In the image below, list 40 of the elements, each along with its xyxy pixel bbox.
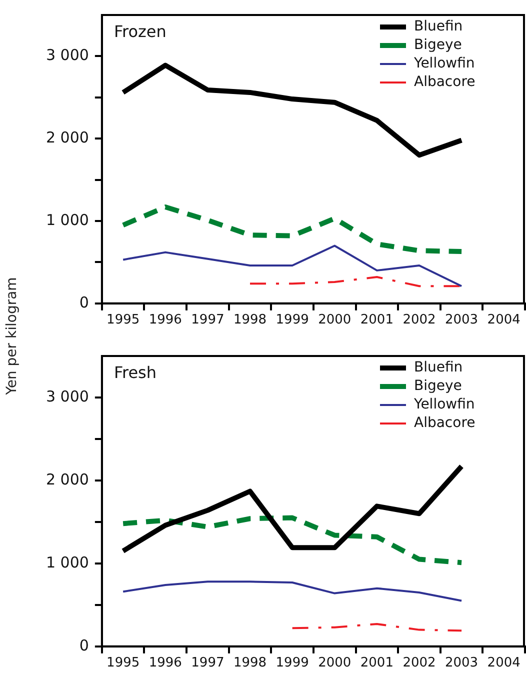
legend-label: Yellowfin — [413, 396, 475, 413]
x-tick-label: 1996 — [148, 312, 182, 328]
x-tick-label: 2002 — [402, 656, 436, 671]
x-tick-label: 1998 — [233, 312, 267, 328]
line-series — [291, 622, 463, 632]
legend-label: Bigeye — [414, 37, 462, 54]
x-tick-label: 2003 — [444, 656, 478, 671]
y-tick-label: 0 — [79, 293, 89, 312]
y-tick-label: 1 000 — [46, 210, 89, 229]
y-tick-label: 3 000 — [46, 46, 89, 64]
x-tick-label: 1999 — [276, 312, 309, 328]
legend-label: Albacore — [414, 415, 476, 432]
text: Fresh — [114, 363, 157, 382]
y-tick-label: 0 — [79, 636, 89, 654]
legend-label: Yellowfin — [413, 56, 475, 72]
x-tick-label: 1996 — [148, 656, 182, 671]
x-tick-label: 1995 — [106, 656, 140, 671]
x-tick-label: 2000 — [318, 656, 352, 671]
x-tick-label: 2000 — [318, 312, 352, 328]
x-tick-label: 1995 — [106, 312, 140, 328]
text: Frozen — [114, 22, 166, 42]
y-tick-label: 2 000 — [46, 470, 89, 488]
x-tick-label: 2001 — [360, 312, 394, 328]
legend-label: Bluefin — [414, 18, 463, 35]
x-tick-label: 2001 — [360, 656, 394, 671]
y-tick-label: 3 000 — [46, 387, 89, 406]
x-tick-label: 2004 — [487, 312, 520, 328]
x-tick-label: 2002 — [402, 312, 436, 328]
x-tick-label: 1997 — [191, 656, 224, 671]
y-tick-label: 2 000 — [46, 128, 89, 146]
x-tick-label: 1999 — [276, 656, 309, 671]
y-axis-title: Yen per kilogram — [4, 277, 20, 395]
legend-label: Bigeye — [414, 378, 462, 394]
legend-label: Bluefin — [414, 360, 463, 376]
x-tick-label: 1998 — [233, 656, 267, 671]
x-tick-label: 1997 — [191, 312, 224, 328]
x-tick-label: 2004 — [487, 656, 520, 671]
legend-label: Albacore — [414, 74, 476, 90]
x-tick-label: 2003 — [444, 312, 478, 328]
y-tick-label: 1 000 — [46, 553, 89, 572]
